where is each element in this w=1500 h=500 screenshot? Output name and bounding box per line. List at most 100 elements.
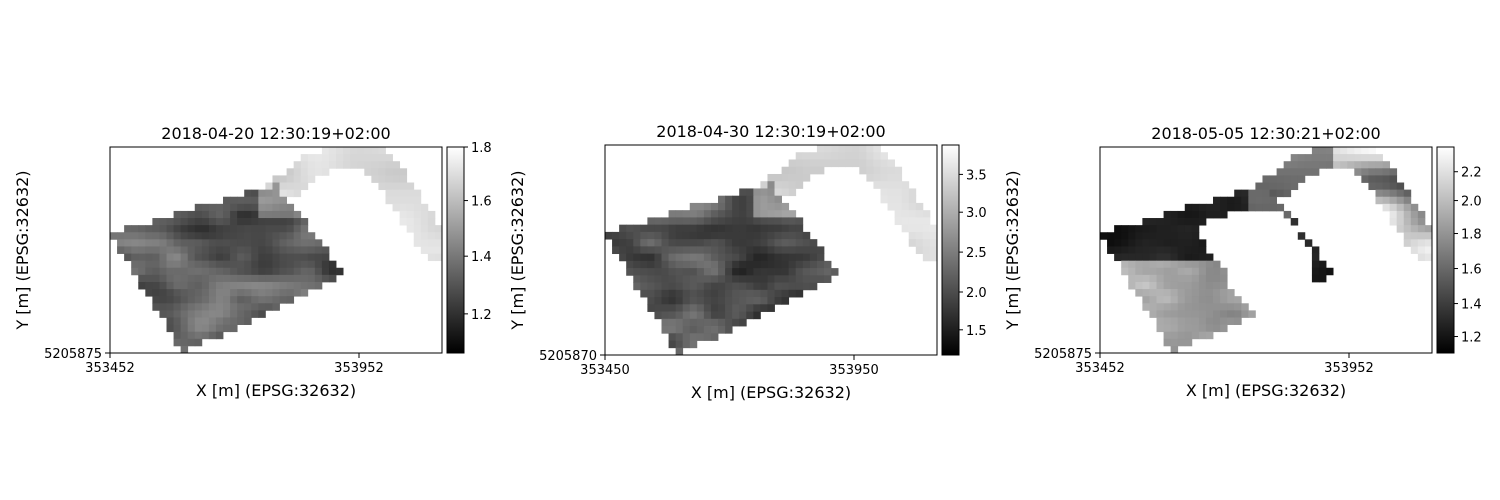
heatmap-cell xyxy=(760,275,768,283)
heatmap-cell xyxy=(1121,239,1129,247)
heatmap-cell xyxy=(647,268,655,276)
heatmap-cell xyxy=(194,267,203,276)
heatmap-cell xyxy=(1361,147,1369,155)
heatmap-cell xyxy=(901,195,910,204)
heatmap-cell xyxy=(272,210,280,219)
y-tick-label: 5205875 xyxy=(1034,347,1092,362)
heatmap-cell xyxy=(237,267,245,276)
heatmap-cell xyxy=(279,239,287,247)
heatmap-cell xyxy=(725,268,733,276)
heatmap-cell xyxy=(795,239,804,247)
heatmap-cell xyxy=(1184,289,1193,297)
heatmap-cell xyxy=(675,282,684,291)
heatmap-cell xyxy=(922,239,931,247)
heatmap-cell xyxy=(215,225,224,233)
heatmap-cell xyxy=(420,210,429,219)
heatmap-cell xyxy=(138,225,146,233)
heatmap-cell xyxy=(823,275,832,283)
heatmap-cell xyxy=(1227,317,1235,325)
heatmap-cell xyxy=(187,260,196,269)
heatmap-cell xyxy=(880,159,888,168)
heatmap-cell xyxy=(328,154,337,162)
heatmap-cell xyxy=(166,267,174,276)
heatmap-cell xyxy=(654,253,662,262)
heatmap-cell xyxy=(788,210,797,218)
heatmap-cell xyxy=(1318,267,1327,276)
heatmap-cell xyxy=(1170,331,1179,340)
heatmap-cell xyxy=(1403,196,1412,205)
heatmap-cell xyxy=(1205,310,1214,318)
heatmap-cell xyxy=(223,232,231,240)
heatmap-cell xyxy=(774,282,782,291)
heatmap-cell xyxy=(873,159,881,168)
heatmap-cell xyxy=(215,210,224,219)
heatmap-cell xyxy=(746,195,754,204)
heatmap-cell xyxy=(661,217,669,226)
heatmap-cell xyxy=(675,253,684,262)
heatmap-cell xyxy=(293,289,302,297)
heatmap-cell xyxy=(767,289,775,298)
heatmap-cell xyxy=(237,274,245,283)
heatmap-cell xyxy=(710,268,719,276)
heatmap-cell xyxy=(194,324,203,333)
heatmap-cell xyxy=(145,274,153,283)
heatmap-cell xyxy=(187,232,196,240)
heatmap-cell xyxy=(413,203,422,212)
heatmap-cell xyxy=(427,253,436,262)
heatmap-cell xyxy=(1403,232,1412,240)
heatmap-cell xyxy=(230,210,238,219)
heatmap-cell xyxy=(265,281,273,290)
heatmap-cell xyxy=(831,159,839,168)
heatmap-cell xyxy=(364,147,372,155)
heatmap-cell xyxy=(223,303,231,311)
heatmap-cell xyxy=(689,210,698,218)
heatmap-cell xyxy=(230,317,238,325)
heatmap-cell xyxy=(1375,189,1383,198)
heatmap-cell xyxy=(788,275,797,283)
heatmap-cell xyxy=(293,218,302,226)
heatmap-cell xyxy=(1198,289,1207,297)
heatmap-cell xyxy=(272,267,280,276)
heatmap-cell xyxy=(1177,218,1186,226)
heatmap-cell xyxy=(781,202,790,211)
heatmap-cell xyxy=(265,203,273,212)
heatmap-cell xyxy=(1396,218,1405,226)
heatmap-cell xyxy=(286,260,295,269)
heatmap-cell xyxy=(753,275,761,283)
heatmap-cell xyxy=(1276,182,1285,191)
heatmap-cell xyxy=(1191,203,1200,212)
heatmap-cell xyxy=(1149,260,1157,269)
heatmap-cell xyxy=(703,202,712,211)
heatmap-cell xyxy=(194,225,203,233)
heatmap-cell xyxy=(675,239,684,247)
heatmap-cell xyxy=(1121,253,1129,262)
heatmap-cell xyxy=(1142,289,1150,297)
heatmap-cell xyxy=(774,246,782,255)
heatmap-cell xyxy=(180,281,189,290)
heatmap-cell xyxy=(696,289,705,298)
heatmap-cell xyxy=(760,202,768,211)
heatmap-cell xyxy=(159,303,167,311)
heatmap-cell xyxy=(180,239,189,247)
heatmap-cell xyxy=(1170,246,1179,254)
heatmap-cell xyxy=(1304,168,1313,176)
heatmap-cell xyxy=(194,203,203,212)
heatmap-cell xyxy=(746,297,754,305)
heatmap-cell xyxy=(1135,260,1143,269)
heatmap-cell xyxy=(131,253,139,262)
heatmap-cell xyxy=(732,318,740,327)
heatmap-cell xyxy=(194,210,203,219)
heatmap-cell xyxy=(187,239,196,247)
heatmap-cell xyxy=(739,260,747,269)
heatmap-cell xyxy=(823,159,832,168)
heatmap-cell xyxy=(1227,310,1235,318)
heatmap-cell xyxy=(1149,289,1157,297)
heatmap-cell xyxy=(187,324,196,333)
heatmap-cell xyxy=(244,196,252,205)
heatmap-cell xyxy=(732,282,740,291)
heatmap-cell xyxy=(1290,218,1299,226)
axes-frame xyxy=(1099,146,1433,354)
heatmap-cell xyxy=(1283,175,1292,183)
heatmap-cell xyxy=(1276,175,1285,183)
heatmap-cell xyxy=(187,331,196,340)
